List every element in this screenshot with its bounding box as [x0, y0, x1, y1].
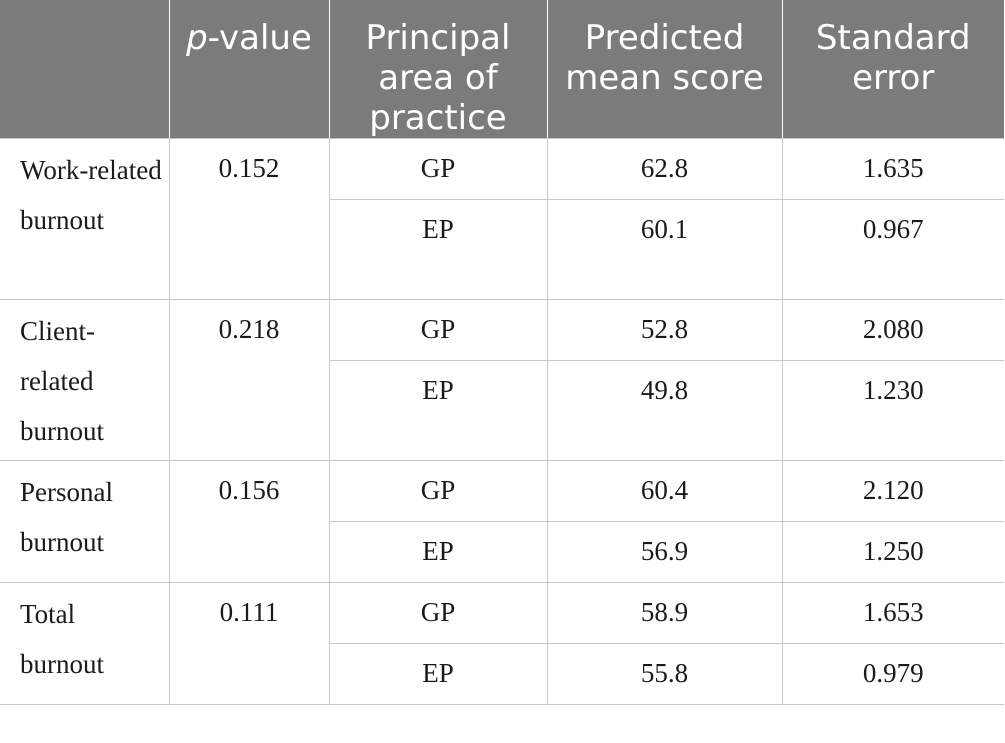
row-label-work-related: Work-related burnout — [0, 138, 170, 300]
mean-cell: 62.8 — [546, 138, 783, 200]
burnout-table: p-value Principal area of practice Predi… — [0, 0, 1004, 705]
row-label-total: Total burnout — [0, 582, 170, 705]
table-row: Client-related burnout 0.218 GP 52.8 2.0… — [0, 299, 1004, 461]
mean-cell: 56.9 — [546, 521, 783, 583]
se-cell: 1.230 — [781, 360, 1004, 461]
area-cell: GP — [328, 582, 548, 644]
se-cell: 0.967 — [781, 199, 1004, 300]
table-row: EP 55.8 0.979 — [0, 643, 1004, 705]
header-p-italic: p — [186, 18, 208, 58]
mean-cell: 58.9 — [546, 582, 783, 644]
area-cell: EP — [328, 521, 548, 583]
area-cell: GP — [328, 138, 548, 200]
header-p-value: p-value — [168, 0, 329, 139]
mean-cell: 60.4 — [546, 460, 783, 522]
mean-cell: 52.8 — [546, 299, 783, 361]
se-cell: 1.250 — [781, 521, 1004, 583]
header-principal-area: Principal area of practice — [328, 0, 547, 139]
header-row: p-value Principal area of practice Predi… — [0, 0, 1004, 139]
p-value-cell: 0.111 — [168, 582, 330, 705]
se-cell: 1.653 — [781, 582, 1004, 644]
table-row: Work-related burnout 0.152 GP 62.8 1.635 — [0, 138, 1004, 300]
p-value-cell: 0.152 — [168, 138, 330, 300]
header-standard-error: Standard error — [781, 0, 1004, 139]
se-cell: 2.120 — [781, 460, 1004, 522]
p-value-cell: 0.156 — [168, 460, 330, 583]
area-cell: EP — [328, 199, 548, 300]
header-blank — [0, 0, 169, 139]
area-cell: EP — [328, 643, 548, 705]
p-value-cell: 0.218 — [168, 299, 330, 461]
table-row: Total burnout 0.111 GP 58.9 1.653 — [0, 582, 1004, 705]
area-cell: GP — [328, 460, 548, 522]
area-cell: GP — [328, 299, 548, 361]
se-cell: 2.080 — [781, 299, 1004, 361]
table-row: EP 49.8 1.230 — [0, 360, 1004, 461]
table-row: EP 60.1 0.967 — [0, 199, 1004, 300]
row-label-client-related: Client-related burnout — [0, 299, 170, 461]
table-row: EP 56.9 1.250 — [0, 521, 1004, 583]
area-cell: EP — [328, 360, 548, 461]
se-cell: 1.635 — [781, 138, 1004, 200]
mean-cell: 55.8 — [546, 643, 783, 705]
row-label-personal: Personal burnout — [0, 460, 170, 583]
se-cell: 0.979 — [781, 643, 1004, 705]
table-row: Personal burnout 0.156 GP 60.4 2.120 — [0, 460, 1004, 583]
mean-cell: 60.1 — [546, 199, 783, 300]
header-predicted-mean: Predicted mean score — [546, 0, 782, 139]
header-p-rest: -value — [207, 18, 312, 58]
mean-cell: 49.8 — [546, 360, 783, 461]
